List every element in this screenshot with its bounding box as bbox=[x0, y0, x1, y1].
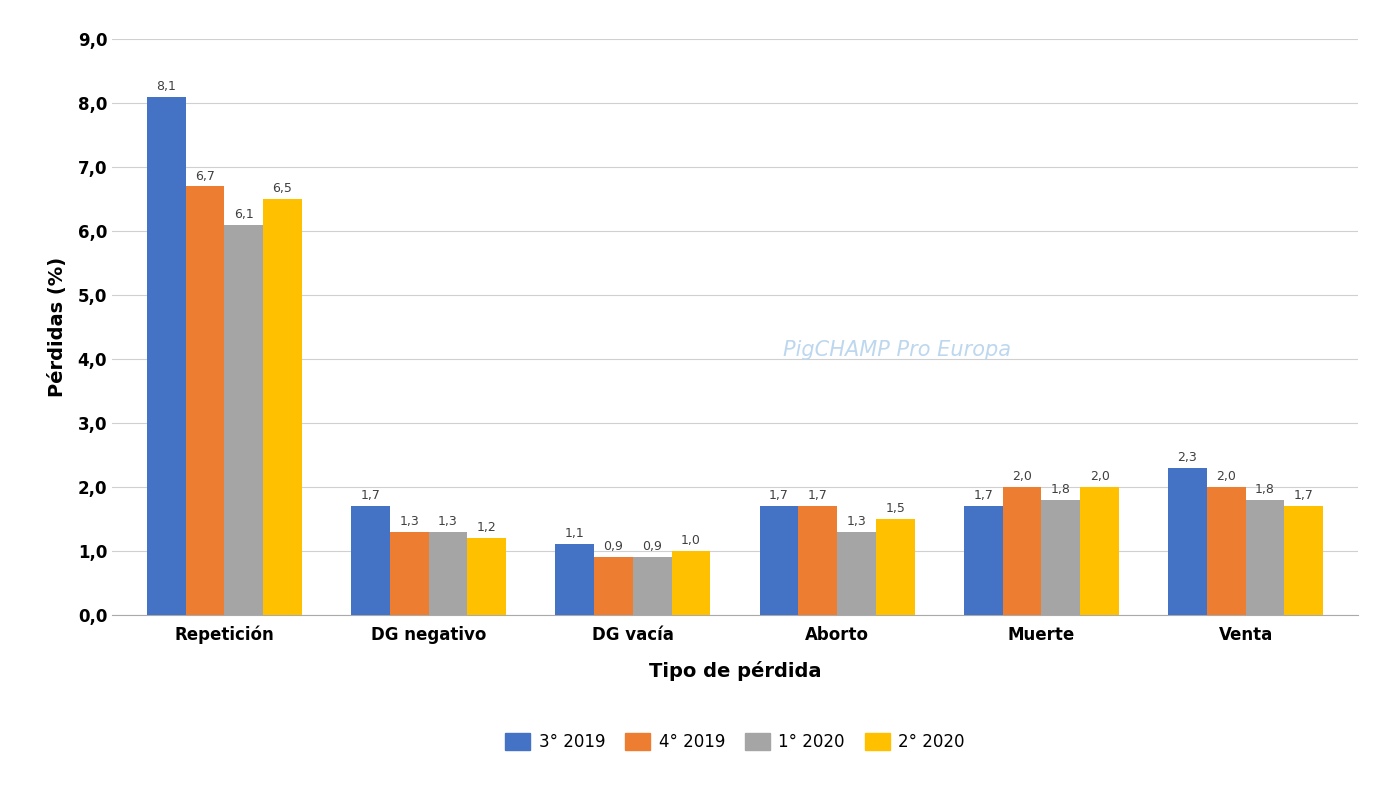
Text: 8,1: 8,1 bbox=[157, 80, 176, 93]
Text: 1,7: 1,7 bbox=[360, 489, 381, 502]
Text: 1,3: 1,3 bbox=[399, 515, 419, 528]
Text: 1,7: 1,7 bbox=[973, 489, 993, 502]
Text: 2,3: 2,3 bbox=[1177, 451, 1197, 464]
Bar bbox=[1284, 506, 1323, 615]
Bar bbox=[389, 532, 428, 615]
Text: 6,5: 6,5 bbox=[273, 182, 293, 195]
Text: 1,3: 1,3 bbox=[847, 515, 867, 528]
Text: 2,0: 2,0 bbox=[1012, 470, 1032, 483]
Bar bbox=[760, 506, 798, 615]
Text: 2,0: 2,0 bbox=[1089, 470, 1110, 483]
Legend: 3° 2019, 4° 2019, 1° 2020, 2° 2020: 3° 2019, 4° 2019, 1° 2020, 2° 2020 bbox=[498, 727, 972, 758]
Text: PigCHAMP Pro Europa: PigCHAMP Pro Europa bbox=[783, 340, 1011, 360]
Text: 1,2: 1,2 bbox=[477, 521, 497, 534]
Bar bbox=[263, 199, 302, 615]
Text: 1,0: 1,0 bbox=[682, 534, 701, 547]
Bar bbox=[876, 519, 914, 615]
Bar bbox=[633, 557, 672, 615]
Y-axis label: Pérdidas (%): Pérdidas (%) bbox=[48, 257, 67, 397]
Bar bbox=[1042, 500, 1081, 615]
Bar bbox=[672, 551, 710, 615]
X-axis label: Tipo de pérdida: Tipo de pérdida bbox=[648, 661, 822, 681]
Bar bbox=[1081, 487, 1119, 615]
Text: 1,7: 1,7 bbox=[808, 489, 827, 502]
Bar bbox=[1168, 467, 1207, 615]
Bar bbox=[1246, 500, 1284, 615]
Text: 1,7: 1,7 bbox=[1294, 489, 1313, 502]
Text: 0,9: 0,9 bbox=[603, 541, 623, 553]
Bar bbox=[224, 225, 263, 615]
Bar bbox=[428, 532, 468, 615]
Text: 1,8: 1,8 bbox=[1256, 483, 1275, 496]
Bar bbox=[594, 557, 633, 615]
Bar bbox=[798, 506, 837, 615]
Text: 6,7: 6,7 bbox=[195, 169, 214, 183]
Bar bbox=[351, 506, 389, 615]
Bar bbox=[1207, 487, 1246, 615]
Bar bbox=[147, 97, 186, 615]
Text: 1,7: 1,7 bbox=[769, 489, 788, 502]
Bar bbox=[468, 538, 507, 615]
Text: 6,1: 6,1 bbox=[234, 208, 253, 221]
Bar bbox=[837, 532, 876, 615]
Bar bbox=[556, 545, 594, 615]
Text: 1,8: 1,8 bbox=[1051, 483, 1071, 496]
Text: 1,5: 1,5 bbox=[885, 502, 906, 515]
Text: 2,0: 2,0 bbox=[1217, 470, 1236, 483]
Bar bbox=[186, 187, 224, 615]
Text: 0,9: 0,9 bbox=[643, 541, 662, 553]
Text: 1,3: 1,3 bbox=[438, 515, 458, 528]
Text: 1,1: 1,1 bbox=[564, 527, 585, 541]
Bar bbox=[1002, 487, 1042, 615]
Bar bbox=[963, 506, 1002, 615]
